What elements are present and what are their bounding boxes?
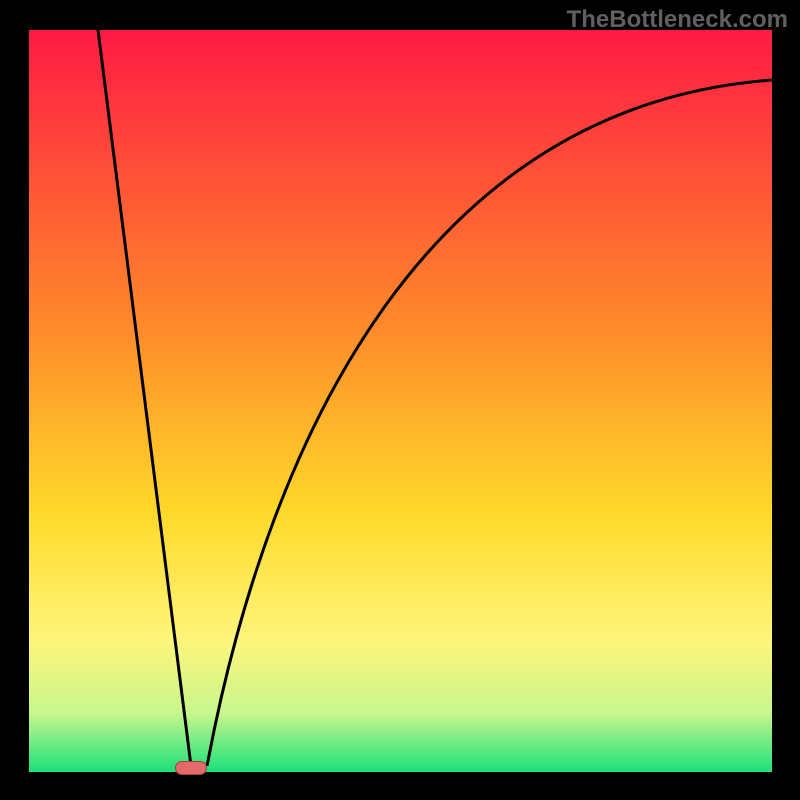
optimum-marker <box>175 761 207 775</box>
curve-right-segment <box>207 80 772 766</box>
bottleneck-chart: TheBottleneck.com <box>0 0 800 800</box>
curve-left-segment <box>98 30 191 766</box>
curve-layer <box>0 0 800 800</box>
watermark-text: TheBottleneck.com <box>567 6 788 34</box>
